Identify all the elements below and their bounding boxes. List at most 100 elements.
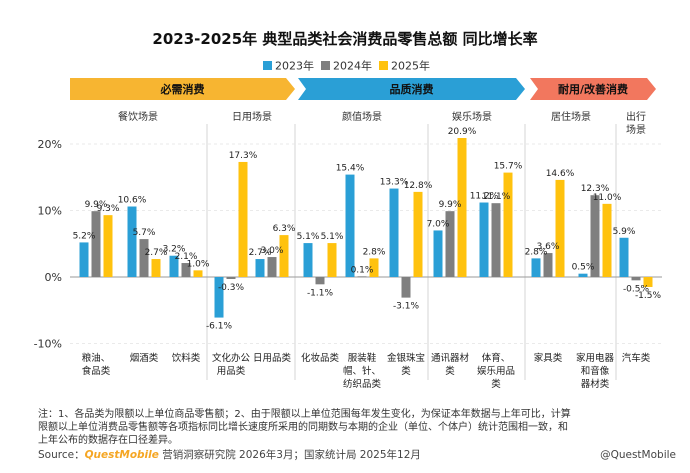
bar-2-1 — [127, 206, 137, 277]
bar-12-3 — [602, 203, 612, 277]
category-label-3: 饮料类 — [172, 352, 201, 364]
value-label-13-2: -0.5% — [623, 284, 650, 294]
y-tick-label-3: 0% — [45, 271, 62, 284]
value-label-7-1: 15.4% — [336, 164, 365, 174]
value-label-6-2: -1.1% — [307, 288, 334, 298]
banner-label-1: 必需消费 — [160, 82, 205, 96]
footnote-line-3: 上年公布的数据存在口径差异。 — [38, 433, 178, 446]
bar-6-1 — [303, 243, 313, 277]
bar-9-1 — [433, 230, 443, 277]
bar-5-2 — [267, 257, 277, 277]
bar-12-2 — [590, 195, 600, 277]
y-tick-label-1: 20% — [38, 138, 62, 151]
footnote: 注：1、各品类为限额以上单位商品零售额；2、由于限额以上单位范围每年发生变化，为… — [38, 407, 571, 446]
bar-1-1 — [79, 242, 89, 277]
value-label-9-2: 9.9% — [439, 200, 462, 210]
category-label-7: 帽、针、 — [343, 365, 381, 377]
legend-swatch-1 — [263, 61, 272, 70]
footer: 注：1、各品类为限额以上单位商品零售额；2、由于限额以上单位范围每年发生变化，为… — [38, 407, 676, 461]
footnote-line-2: 限额以上单位消费品零售额等各项指标同比增长速度所采用的同期数与本期的企业（单位、… — [38, 420, 568, 433]
source-brand: QuestMobile — [85, 449, 159, 461]
y-axis: 20% 10% 0% -10% — [34, 138, 62, 351]
value-label-2-2: 5.7% — [133, 228, 156, 238]
category-label-7: 纺织品类 — [343, 378, 382, 390]
bar-4-1 — [214, 277, 224, 318]
y-tick-label-2: 10% — [38, 205, 62, 218]
value-label-6-3: 5.1% — [321, 232, 344, 242]
value-label-5-2: 3.0% — [261, 246, 284, 256]
bar-7-2 — [357, 276, 367, 278]
category-label-9: 通讯器材 — [431, 352, 470, 364]
category-banners: 必需消费 品质消费 耐用/改善消费 — [70, 78, 656, 100]
bar-3-2 — [181, 263, 191, 277]
value-label-1-3: 9.3% — [97, 204, 120, 214]
y-tick-label-4: -10% — [34, 338, 62, 351]
banner-label-2: 品质消费 — [390, 82, 434, 96]
bar-4-3 — [238, 161, 248, 277]
value-label-7-3: 2.8% — [363, 247, 386, 257]
value-label-5-1: 2.7% — [249, 248, 272, 258]
bar-12-1 — [578, 273, 588, 277]
group-label-4: 娱乐场景 — [452, 110, 492, 123]
bar-11-2 — [543, 253, 553, 277]
value-label-9-3: 20.9% — [448, 127, 477, 137]
value-label-1-1: 5.2% — [73, 231, 96, 241]
bar-10-1 — [479, 202, 489, 277]
bar-5-1 — [255, 259, 265, 277]
banner-3 — [530, 78, 656, 100]
value-label-10-1: 11.2% — [470, 192, 499, 202]
legend-label-1: 2023年 — [275, 59, 314, 73]
legend-swatch-2 — [321, 61, 330, 70]
category-label-1: 粮油、 — [82, 352, 111, 364]
value-label-13-3: -1.5% — [635, 291, 662, 301]
category-label-7: 服装鞋 — [348, 352, 377, 364]
bar-9-2 — [445, 211, 455, 277]
value-label-2-3: 2.7% — [145, 248, 168, 258]
bar-3-1 — [169, 255, 179, 277]
category-label-11: 家具类 — [534, 352, 563, 364]
value-label-6-1: 5.1% — [297, 232, 320, 242]
group-label-1: 餐饮场景 — [118, 110, 158, 123]
legend: 2023年 2024年 2025年 — [263, 59, 430, 73]
category-label-4: 文化办公 — [212, 352, 251, 364]
bar-9-3 — [457, 138, 467, 277]
category-label-8: 类 — [401, 365, 411, 377]
bars — [79, 138, 653, 318]
value-label-10-2: 11.1% — [482, 192, 511, 202]
bar-8-3 — [413, 191, 423, 277]
category-label-4: 用品类 — [217, 365, 246, 377]
value-label-2-1: 10.6% — [118, 196, 147, 206]
group-label-3: 颜值场景 — [342, 110, 382, 123]
group-label-5: 居住场景 — [551, 110, 591, 123]
bar-7-3 — [369, 258, 379, 277]
bar-8-2 — [401, 277, 411, 298]
bar-13-3 — [643, 277, 653, 287]
value-label-8-1: 13.3% — [380, 178, 409, 188]
value-label-10-3: 15.7% — [494, 162, 523, 172]
bar-5-3 — [279, 235, 289, 277]
bar-1-2 — [91, 211, 101, 277]
value-label-4-2: -0.3% — [218, 283, 245, 293]
banner-label-3: 耐用/改善消费 — [558, 82, 628, 96]
chart-title: 2023-2025年 典型品类社会消费品零售总额 同比增长率 — [152, 30, 537, 48]
bar-3-3 — [193, 270, 203, 277]
category-label-10: 类 — [491, 378, 501, 390]
value-label-1-2: 9.9% — [85, 200, 108, 210]
legend-label-3: 2025年 — [391, 59, 430, 73]
value-label-3-2: 2.1% — [175, 252, 198, 262]
group-label-2: 日用场景 — [232, 110, 272, 123]
category-label-13: 汽车类 — [622, 352, 651, 364]
category-label-10: 体育、 — [482, 352, 511, 364]
footnote-line-1: 注：1、各品类为限额以上单位商品零售额；2、由于限额以上单位范围每年发生变化，为… — [38, 407, 571, 420]
bar-13-1 — [619, 237, 629, 277]
legend-swatch-3 — [379, 61, 388, 70]
value-label-11-3: 14.6% — [546, 169, 575, 179]
bar-10-3 — [503, 172, 513, 277]
bar-11-3 — [555, 179, 565, 277]
value-label-12-1: 0.5% — [572, 263, 595, 273]
source-line: Source：QuestMobile 营销洞察研究院 2026年3月；国家统计局… — [38, 448, 421, 461]
bar-6-3 — [327, 243, 337, 277]
